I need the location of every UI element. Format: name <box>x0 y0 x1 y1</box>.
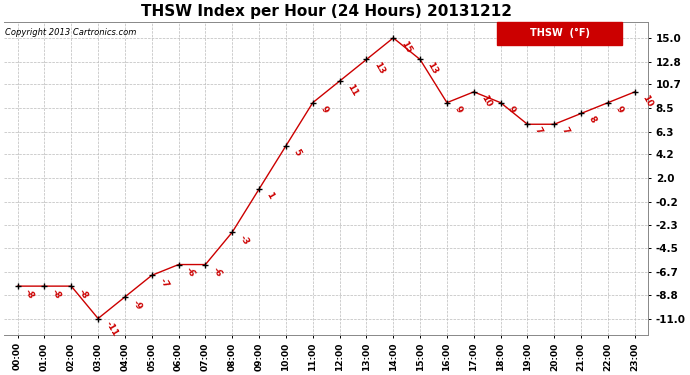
Text: Copyright 2013 Cartronics.com: Copyright 2013 Cartronics.com <box>6 28 137 37</box>
Text: -6: -6 <box>184 266 197 279</box>
Text: THSW  (°F): THSW (°F) <box>530 28 590 38</box>
Text: -8: -8 <box>23 288 36 301</box>
Text: 13: 13 <box>426 61 440 76</box>
Text: -8: -8 <box>50 288 63 301</box>
Text: 13: 13 <box>372 61 386 76</box>
Text: 9: 9 <box>318 104 329 114</box>
Text: 10: 10 <box>640 93 654 108</box>
Text: -9: -9 <box>130 298 144 312</box>
Text: 7: 7 <box>560 126 571 136</box>
Title: THSW Index per Hour (24 Hours) 20131212: THSW Index per Hour (24 Hours) 20131212 <box>141 4 512 19</box>
Text: 9: 9 <box>506 104 517 114</box>
Text: -6: -6 <box>211 266 224 279</box>
Text: 9: 9 <box>453 104 464 114</box>
Text: -3: -3 <box>238 234 250 247</box>
Text: -11: -11 <box>104 320 119 339</box>
Text: 7: 7 <box>533 126 544 136</box>
Text: 1: 1 <box>265 190 275 200</box>
Text: 11: 11 <box>345 82 359 98</box>
Text: 5: 5 <box>291 147 302 157</box>
FancyBboxPatch shape <box>497 22 622 45</box>
Text: 8: 8 <box>586 115 598 125</box>
Text: 10: 10 <box>480 93 493 108</box>
Text: 9: 9 <box>613 104 624 114</box>
Text: 15: 15 <box>399 39 413 55</box>
Text: -7: -7 <box>157 277 170 290</box>
Text: -8: -8 <box>77 288 90 301</box>
